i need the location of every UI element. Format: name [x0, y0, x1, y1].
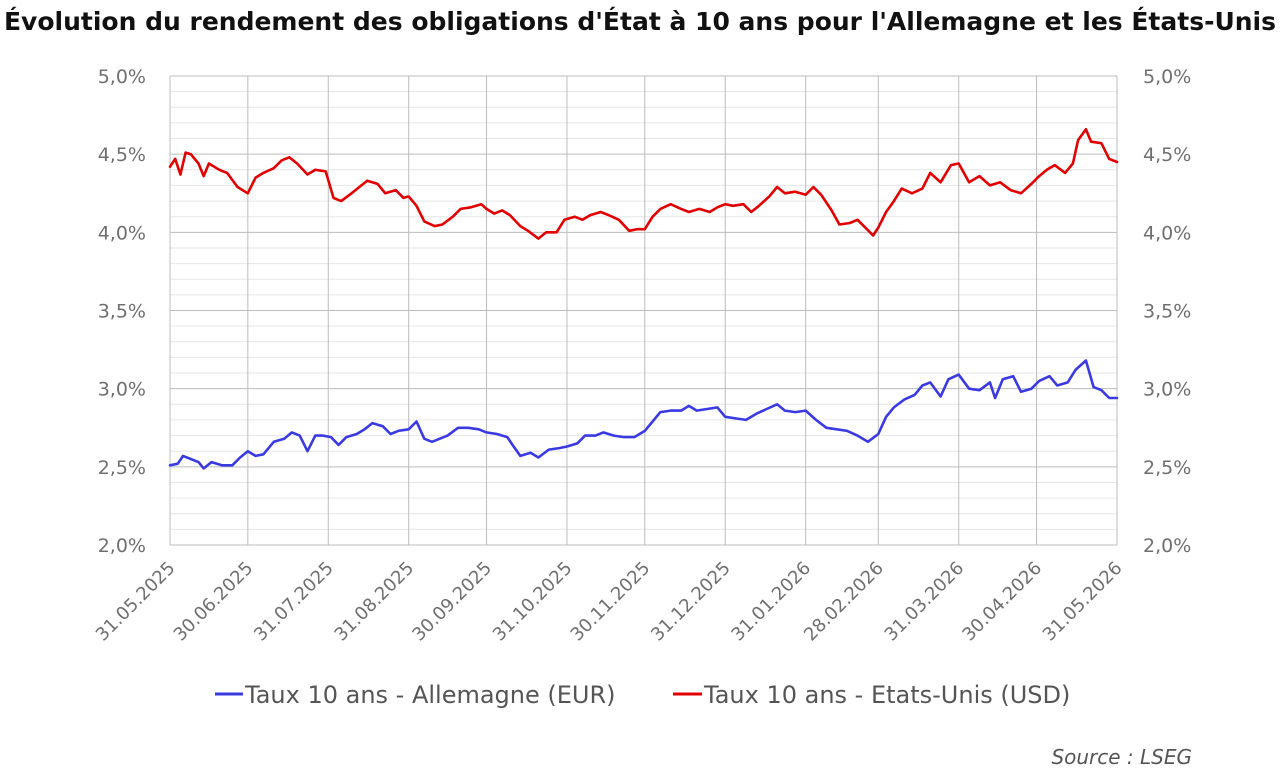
- legend-label-usa: Taux 10 ans - Etats-Unis (USD): [703, 681, 1070, 709]
- series-line-germany: [168, 359, 1119, 470]
- y-tick-label-left: 4,5%: [98, 144, 146, 166]
- y-tick-label-right: 5,0%: [1143, 66, 1191, 88]
- x-tick-label: 30.11.2025: [567, 558, 655, 646]
- chart-title: Évolution du rendement des obligations d…: [4, 7, 1276, 36]
- y-tick-label-left: 3,0%: [98, 379, 146, 401]
- y-tick-label-left: 2,0%: [98, 535, 146, 557]
- y-tick-label-right: 4,5%: [1143, 144, 1191, 166]
- legend-item-germany: Taux 10 ans - Allemagne (EUR): [215, 681, 616, 709]
- x-tick-label: 31.08.2025: [331, 558, 419, 646]
- legend-label-germany: Taux 10 ans - Allemagne (EUR): [244, 681, 616, 709]
- y-tick-label-left: 5,0%: [98, 66, 146, 88]
- y-tick-label-left: 2,5%: [98, 457, 146, 479]
- source-note: Source : LSEG: [1051, 745, 1192, 769]
- y-tick-label-left: 3,5%: [98, 301, 146, 323]
- x-tick-label: 31.12.2025: [647, 558, 735, 646]
- y-axis-left: 2,0% 2,5% 3,0% 3,5% 4,0% 4,5% 5,0%: [98, 66, 146, 557]
- x-tick-label: 30.06.2025: [170, 558, 258, 646]
- legend-item-usa: Taux 10 ans - Etats-Unis (USD): [673, 681, 1070, 709]
- major-gridlines: [170, 75, 1117, 546]
- legend: Taux 10 ans - Allemagne (EUR) Taux 10 an…: [215, 681, 1070, 709]
- x-axis: 31.05.202530.06.202531.07.202531.08.2025…: [92, 558, 1127, 646]
- series-layer: [168, 127, 1119, 470]
- series-line-usa: [168, 127, 1119, 240]
- y-tick-label-right: 3,0%: [1143, 379, 1191, 401]
- x-tick-label: 31.10.2025: [489, 558, 577, 646]
- y-tick-label-right: 3,5%: [1143, 301, 1191, 323]
- x-tick-label: 31.03.2026: [881, 558, 969, 646]
- y-tick-label-right: 2,5%: [1143, 457, 1191, 479]
- x-tick-label: 31.05.2025: [92, 558, 180, 646]
- y-axis-right: 2,0% 2,5% 3,0% 3,5% 4,0% 4,5% 5,0%: [1143, 66, 1191, 557]
- x-tick-label: 30.09.2025: [408, 558, 496, 646]
- y-tick-label-right: 2,0%: [1143, 535, 1191, 557]
- y-tick-label-right: 4,0%: [1143, 222, 1191, 244]
- x-tick-label: 31.05.2026: [1039, 558, 1127, 646]
- x-tick-label: 30.04.2026: [958, 558, 1046, 646]
- y-tick-label-left: 4,0%: [98, 222, 146, 244]
- x-tick-label: 31.07.2025: [250, 558, 338, 646]
- vertical-gridlines: [169, 76, 1118, 545]
